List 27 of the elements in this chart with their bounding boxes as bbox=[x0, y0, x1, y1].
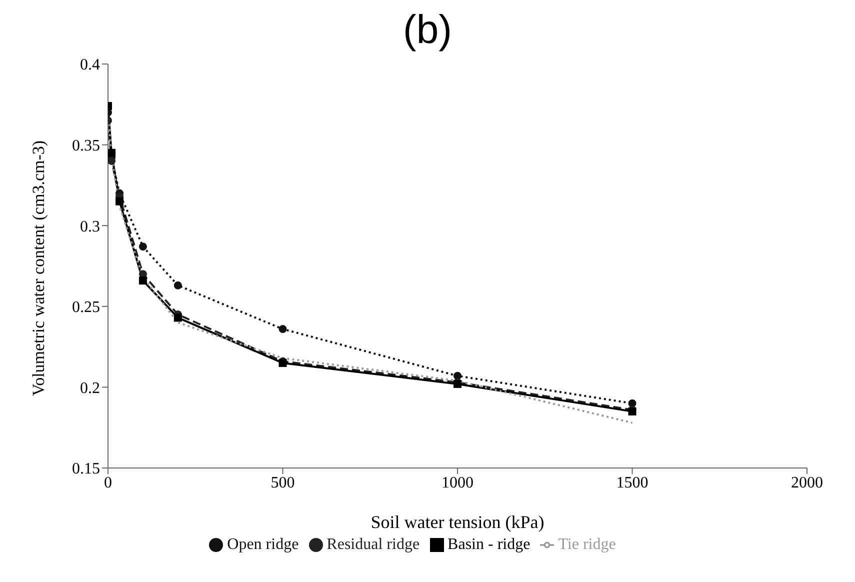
x-axis-title: Soil water tension (kPa) bbox=[370, 512, 544, 532]
y-tick-label: 0.3 bbox=[80, 218, 100, 236]
x-tick-label: 1000 bbox=[442, 474, 474, 492]
legend-label: Basin - ridge bbox=[448, 536, 530, 553]
point bbox=[174, 281, 182, 290]
chart-title: (b) bbox=[402, 8, 453, 54]
legend-label: Open ridge bbox=[227, 536, 299, 553]
point bbox=[116, 197, 124, 206]
point bbox=[278, 325, 287, 334]
legend-label: Residual ridge bbox=[326, 536, 420, 553]
y-tick-label: 0.2 bbox=[80, 380, 100, 397]
x-tick-label: 500 bbox=[270, 474, 295, 492]
y-tick-label: 0.35 bbox=[72, 137, 100, 154]
y-tick-label: 0.25 bbox=[72, 299, 100, 316]
point bbox=[138, 276, 147, 285]
point bbox=[174, 314, 182, 322]
point bbox=[454, 372, 462, 380]
y-axis-title: Volumetric water content (cm3.cm-3) bbox=[29, 140, 48, 396]
x-tick-label: 0 bbox=[104, 474, 112, 492]
y-tick-label: 0.4 bbox=[80, 56, 100, 74]
point bbox=[108, 156, 116, 165]
point bbox=[108, 148, 116, 157]
point bbox=[138, 242, 147, 251]
legend-label: Tie ridge bbox=[558, 536, 616, 553]
x-tick-label: 2000 bbox=[791, 474, 823, 492]
y-tick-label: 0.15 bbox=[72, 460, 100, 478]
x-tick-label: 1500 bbox=[616, 474, 648, 492]
